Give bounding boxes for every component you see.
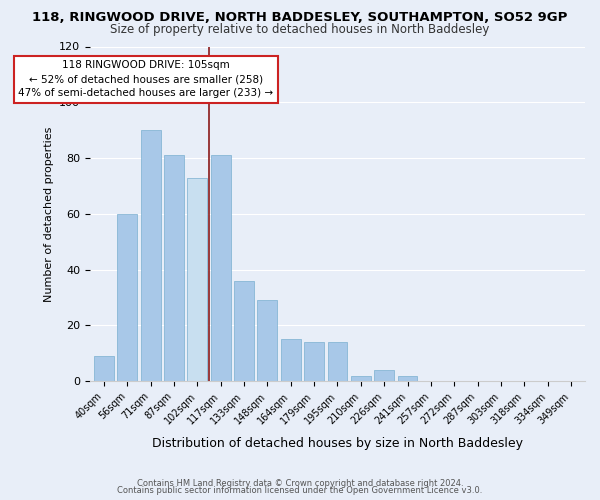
Text: Contains HM Land Registry data © Crown copyright and database right 2024.: Contains HM Land Registry data © Crown c… [137,478,463,488]
Bar [257,300,277,381]
Bar [304,342,324,381]
Bar [211,156,230,381]
Bar [94,356,114,381]
Text: Contains public sector information licensed under the Open Government Licence v3: Contains public sector information licen… [118,486,482,495]
Bar [398,376,418,381]
Text: 118 RINGWOOD DRIVE: 105sqm
← 52% of detached houses are smaller (258)
47% of sem: 118 RINGWOOD DRIVE: 105sqm ← 52% of deta… [19,60,274,98]
Bar [141,130,161,381]
Bar [281,340,301,381]
Bar [234,281,254,381]
Text: 118, RINGWOOD DRIVE, NORTH BADDESLEY, SOUTHAMPTON, SO52 9GP: 118, RINGWOOD DRIVE, NORTH BADDESLEY, SO… [32,11,568,24]
Bar [351,376,371,381]
Y-axis label: Number of detached properties: Number of detached properties [44,126,53,302]
Bar [374,370,394,381]
Bar [118,214,137,381]
Bar [164,156,184,381]
Text: Size of property relative to detached houses in North Baddesley: Size of property relative to detached ho… [110,22,490,36]
Bar [187,178,207,381]
Bar [328,342,347,381]
X-axis label: Distribution of detached houses by size in North Baddesley: Distribution of detached houses by size … [152,437,523,450]
